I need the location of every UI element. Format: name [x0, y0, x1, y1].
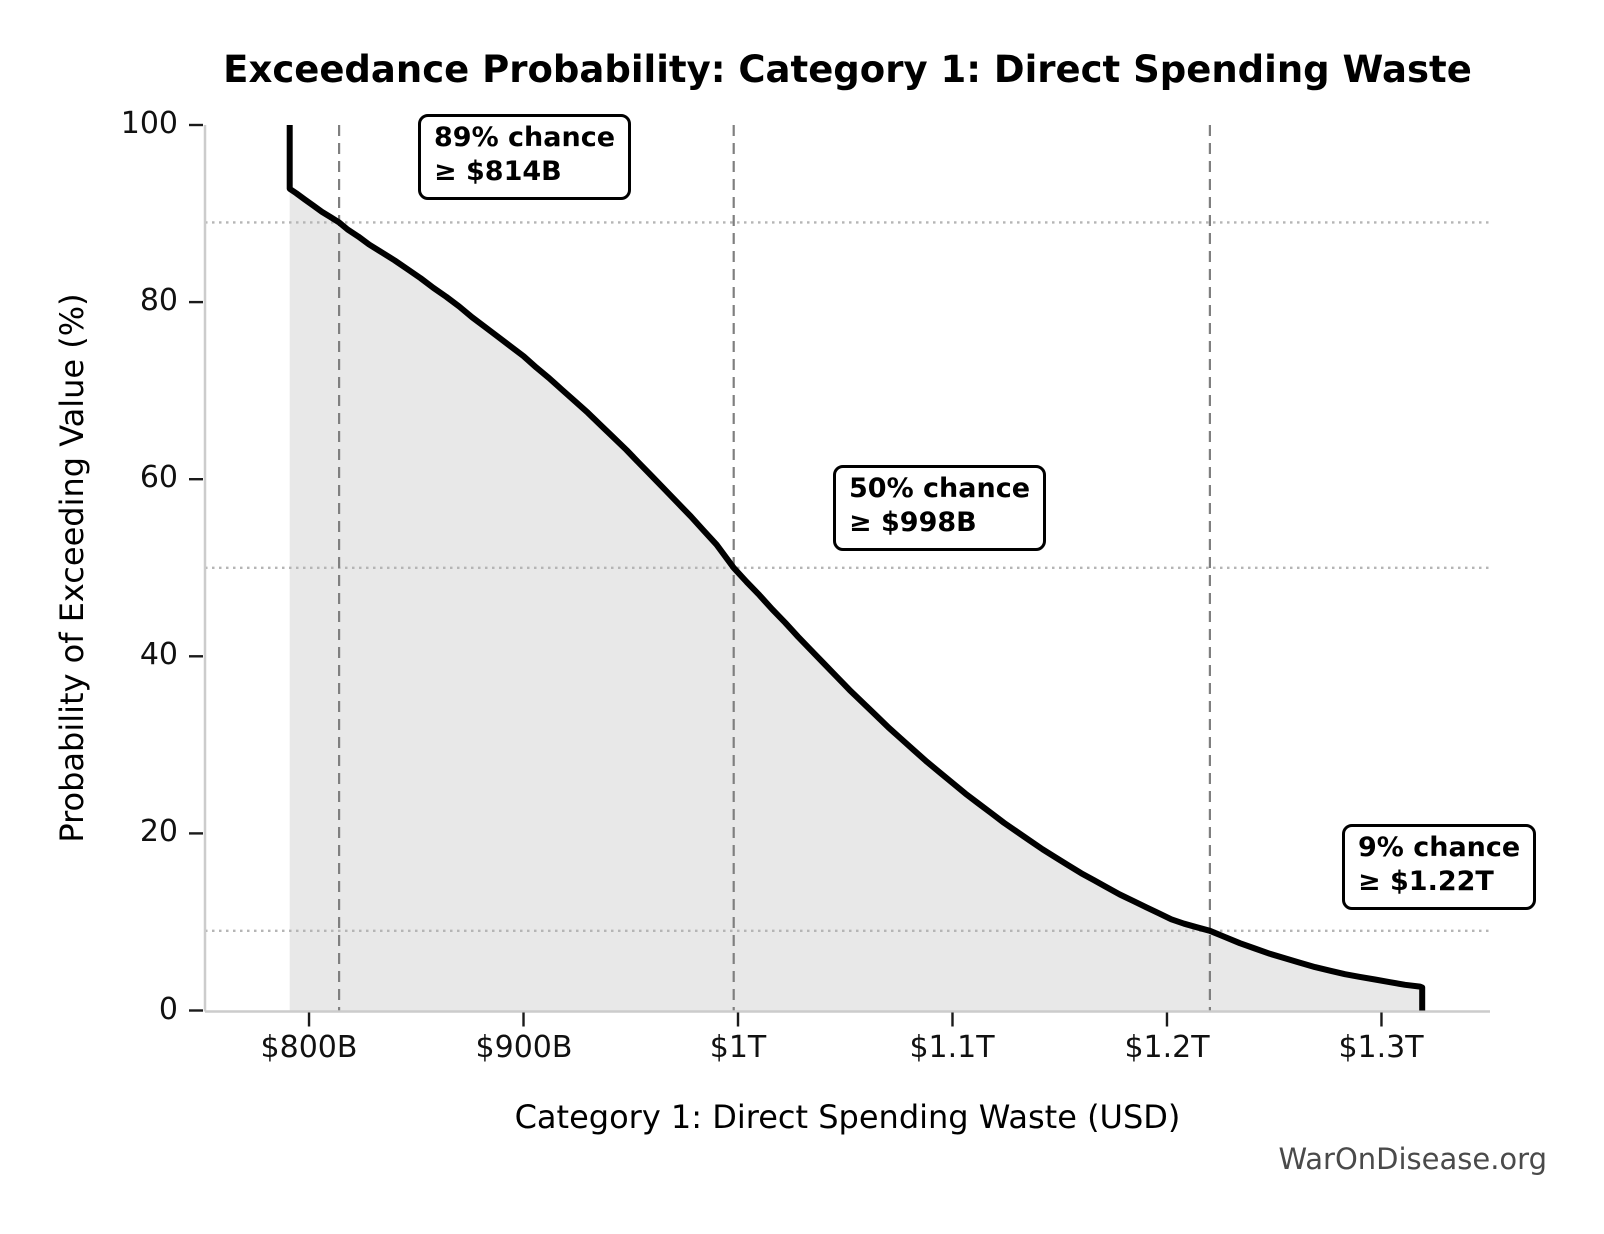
annotation-value-text: ≥ $1.22T: [1358, 866, 1494, 898]
annotation-9-percent: 9% chance ≥ $1.22T: [1342, 824, 1537, 910]
x-tick-label: $1T: [709, 1030, 767, 1065]
y-tick-label: 80: [139, 283, 178, 318]
annotation-value-text: ≥ $814B: [434, 156, 562, 188]
annotation-chance-text: 50% chance: [849, 473, 1031, 504]
watermark: WarOnDisease.org: [1278, 1142, 1547, 1176]
annotation-50-percent: 50% chance ≥ $998B: [833, 465, 1047, 551]
chart-title: Exceedance Probability: Category 1: Dire…: [223, 48, 1472, 91]
y-tick-label: 0: [158, 992, 178, 1027]
y-tick-label: 100: [120, 106, 178, 141]
x-axis-label: Category 1: Direct Spending Waste (USD): [514, 1098, 1181, 1136]
x-tick-label: $1.2T: [1124, 1030, 1210, 1065]
y-tick-label: 20: [139, 814, 178, 849]
annotation-chance-text: 9% chance: [1358, 832, 1521, 863]
exceedance-curve: [286, 125, 1426, 1011]
y-tick-label: 40: [139, 637, 178, 672]
y-tick-label: 60: [139, 460, 178, 495]
annotation-89-percent: 89% chance ≥ $814B: [418, 114, 632, 200]
x-tick-label: $900B: [475, 1030, 573, 1065]
x-tick-label: $1.1T: [909, 1030, 995, 1065]
annotation-chance-text: 89% chance: [434, 122, 616, 153]
y-axis-label: Probability of Exceeding Value (%): [53, 293, 91, 843]
x-tick-label: $1.3T: [1338, 1030, 1424, 1065]
annotation-value-text: ≥ $998B: [849, 507, 977, 539]
x-tick-label: $800B: [260, 1030, 358, 1065]
curve-fill-area: [289, 125, 1423, 1011]
